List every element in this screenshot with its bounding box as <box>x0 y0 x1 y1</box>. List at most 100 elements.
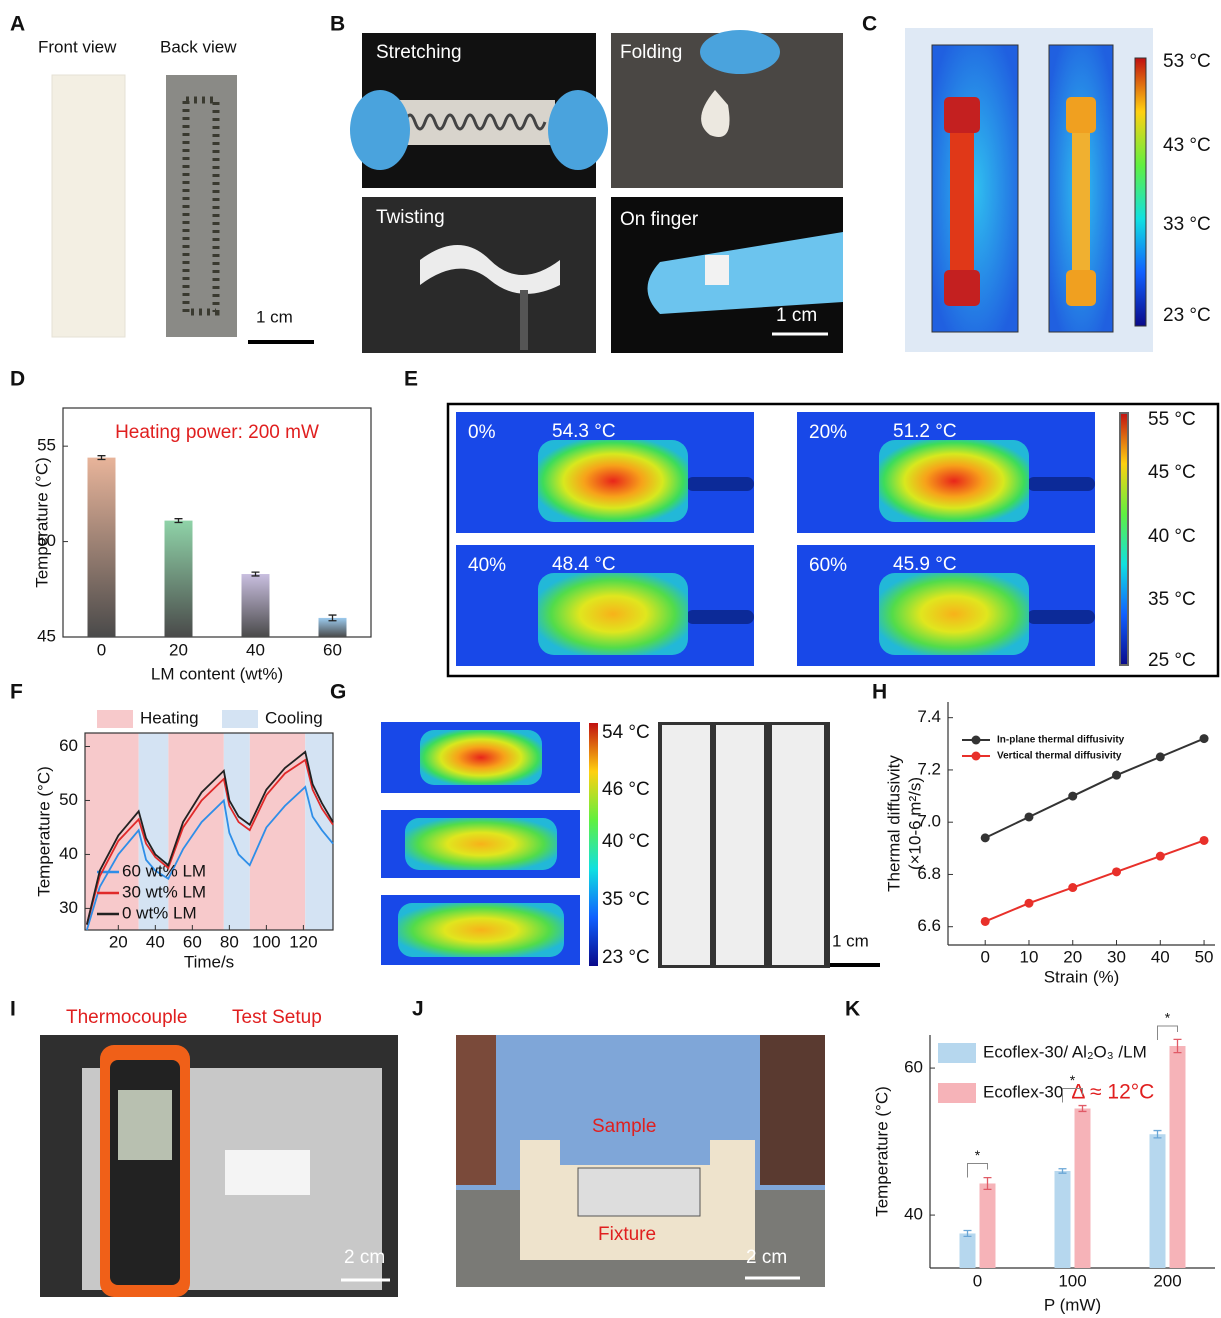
hot-zone <box>405 818 557 870</box>
pad <box>1066 97 1096 133</box>
panel-g: G 54 °C 46 °C 40 °C 35 °C 23 °C 1 cm <box>330 681 880 968</box>
hot-zone <box>538 573 688 655</box>
hot-zone <box>420 730 542 785</box>
caption: Back view <box>160 37 237 56</box>
strip <box>716 725 764 965</box>
y-tick-label: 60 <box>904 1058 923 1077</box>
marker <box>1024 899 1033 908</box>
panel-label: G <box>330 681 346 704</box>
lead <box>1027 610 1095 624</box>
front-sample <box>52 75 125 337</box>
y-axis-label: Temperature (°C) <box>32 457 51 588</box>
trace <box>1072 133 1090 270</box>
bar <box>980 1183 996 1268</box>
colorbar-label: 53 °C <box>1163 51 1211 72</box>
legend-label: Vertical thermal diffusivity <box>997 751 1122 762</box>
strip <box>662 725 710 965</box>
callout: Thermocouple <box>66 1007 187 1028</box>
x-axis-label: LM content (wt%) <box>151 664 283 683</box>
caption: Stretching <box>376 42 462 63</box>
panel-b: B Stretching Folding Twisting On finger … <box>330 13 843 353</box>
significance-mark: * <box>1165 1010 1171 1026</box>
legend-label: Cooling <box>265 708 323 727</box>
caption: Front view <box>38 37 117 56</box>
strain-label: 40% <box>468 555 506 576</box>
caption: On finger <box>620 209 699 230</box>
legend-label: In-plane thermal diffusivity <box>997 735 1125 746</box>
figure: A Front view Back view 1 cm B Stretching… <box>0 0 1221 1318</box>
lead <box>686 477 754 491</box>
pad <box>944 270 980 306</box>
sample <box>225 1150 310 1195</box>
x-tick-label: 80 <box>220 932 239 951</box>
x-tick-label: 0 <box>97 640 106 659</box>
panel-label: I <box>10 998 16 1021</box>
lead <box>1027 477 1095 491</box>
marker <box>1200 734 1209 743</box>
panel-j: J Sample Fixture 2 cm <box>412 998 825 1287</box>
colorbar-label: 43 °C <box>1163 135 1211 156</box>
marker <box>1156 752 1165 761</box>
bar <box>165 521 193 637</box>
panel-c: C 53 °C 43 °C 33 °C 23 °C <box>862 13 1211 352</box>
legend-label: Ecoflex-30/ Al₂O₃ /LM <box>983 1042 1147 1061</box>
legend-swatch <box>938 1043 976 1063</box>
series-line <box>985 840 1204 921</box>
colorbar-label: 23 °C <box>1163 305 1211 326</box>
phase-span <box>224 733 250 930</box>
colorbar-label: 23 °C <box>602 947 650 968</box>
x-tick-label: 100 <box>252 932 280 951</box>
panel-label: A <box>10 13 25 36</box>
y-axis-label: (×10-6 m²/s) <box>905 777 924 870</box>
x-tick-label: 60 <box>323 640 342 659</box>
building <box>760 1035 825 1185</box>
strain-label: 60% <box>809 555 847 576</box>
legend-label: Heating <box>140 708 199 727</box>
colorbar-label: 25 °C <box>1148 650 1196 671</box>
legend-label: 0 wt% LM <box>122 903 197 922</box>
y-tick-label: 6.6 <box>917 916 941 935</box>
x-tick-label: 10 <box>1020 947 1039 966</box>
sample <box>705 255 729 285</box>
colorbar-label: 54 °C <box>602 722 650 743</box>
chart: 455055Temperature (°C)LM content (wt%)02… <box>32 408 371 683</box>
x-axis-label: Strain (%) <box>1044 967 1120 986</box>
x-tick-label: 120 <box>289 932 317 951</box>
callout: Fixture <box>598 1224 656 1245</box>
scale-label: 2 cm <box>344 1247 385 1268</box>
hot-zone <box>879 573 1029 655</box>
marker <box>1068 792 1077 801</box>
scale-label: 2 cm <box>746 1247 787 1268</box>
hot-zone <box>879 440 1029 522</box>
x-axis-label: P (mW) <box>1044 1295 1101 1314</box>
x-tick-label: 20 <box>109 932 128 951</box>
pad <box>1066 270 1096 306</box>
y-tick-label: 50 <box>59 790 78 809</box>
callout: Test Setup <box>232 1007 322 1028</box>
colorbar-label: 33 °C <box>1163 214 1211 235</box>
legend-swatch <box>938 1083 976 1103</box>
x-tick-label: 0 <box>973 1271 982 1290</box>
y-tick-label: 7.2 <box>917 759 941 778</box>
y-tick-label: 7.4 <box>917 707 941 726</box>
marker <box>1112 771 1121 780</box>
temperature-label: 51.2 °C <box>893 421 957 442</box>
panel-label: E <box>404 368 418 391</box>
marker <box>1068 883 1077 892</box>
glove <box>350 90 410 170</box>
bar <box>1055 1171 1071 1268</box>
scale-label: 1 cm <box>256 307 293 326</box>
scale-label: 1 cm <box>832 931 869 950</box>
x-tick-label: 200 <box>1153 1271 1181 1290</box>
delta-label: Δ ≈ 12°C <box>1071 1081 1154 1104</box>
strain-label: 20% <box>809 422 847 443</box>
y-axis-label: Thermal diffusivity <box>884 755 903 892</box>
x-tick-label: 20 <box>169 640 188 659</box>
colorbar <box>1135 58 1146 326</box>
x-tick-label: 40 <box>1151 947 1170 966</box>
trace <box>950 133 974 270</box>
panel-label: J <box>412 998 424 1021</box>
temperature-label: 48.4 °C <box>552 554 616 575</box>
y-tick-label: 30 <box>59 898 78 917</box>
